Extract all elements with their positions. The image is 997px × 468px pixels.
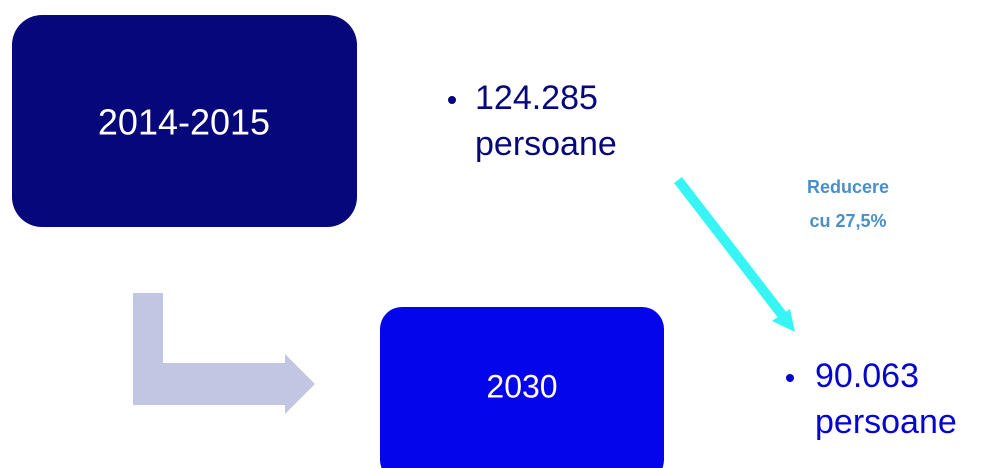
bullet-text: persoane	[815, 403, 957, 441]
flow-arrow	[133, 293, 315, 414]
reduction-arrow	[674, 176, 787, 320]
bullet-text: 124.285	[475, 79, 598, 117]
period-box	[12, 15, 357, 227]
bullet-dot	[786, 374, 794, 382]
bullet-dot	[448, 96, 456, 104]
annotation-text: Reducere	[807, 177, 889, 197]
target-box	[380, 307, 664, 468]
period-label: 2014-2015	[98, 102, 270, 143]
reduction-arrowhead	[772, 309, 795, 332]
bullet-text: 90.063	[815, 357, 919, 395]
annotation-text: cu 27,5%	[809, 211, 886, 231]
target-label: 2030	[486, 368, 557, 404]
bullet-text: persoane	[475, 125, 617, 163]
